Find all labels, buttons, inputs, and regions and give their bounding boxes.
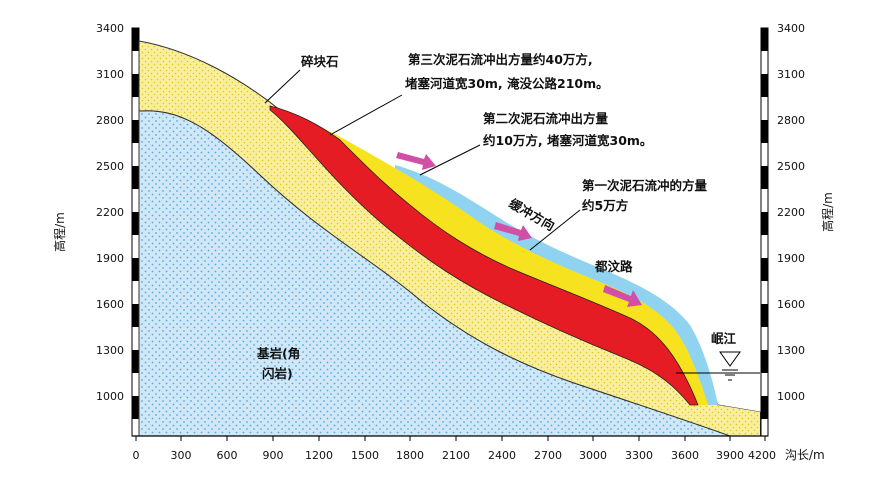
svg-text:1600: 1600 bbox=[96, 298, 124, 311]
svg-text:1600: 1600 bbox=[777, 298, 805, 311]
svg-text:2400: 2400 bbox=[488, 449, 516, 462]
svg-text:2800: 2800 bbox=[777, 114, 805, 127]
svg-text:1800: 1800 bbox=[396, 449, 424, 462]
road-label: 都汶路 bbox=[594, 259, 633, 274]
y-axis-label-left: 高程/m bbox=[52, 212, 67, 252]
svg-text:2200: 2200 bbox=[96, 206, 124, 219]
svg-text:0: 0 bbox=[133, 449, 140, 462]
svg-text:3600: 3600 bbox=[671, 449, 699, 462]
river-label: 岷江 bbox=[711, 331, 737, 346]
arrow-2 bbox=[494, 222, 532, 241]
svg-text:2500: 2500 bbox=[96, 160, 124, 173]
flow-direction-arrows bbox=[396, 152, 642, 307]
right-elevation-bar bbox=[760, 27, 769, 437]
second-flow-label-2: 约10万方, 堵塞河道宽30m。 bbox=[483, 133, 652, 148]
svg-text:600: 600 bbox=[217, 449, 238, 462]
third-debris-flow bbox=[269, 105, 699, 406]
first-flow-label-2: 约5万方 bbox=[582, 198, 628, 213]
y-ticks-right: 3400 3100 2800 2500 2200 1900 1600 1300 … bbox=[777, 22, 805, 403]
bedrock-label-2: 闪岩) bbox=[262, 366, 293, 381]
svg-text:2100: 2100 bbox=[442, 449, 470, 462]
svg-text:3100: 3100 bbox=[777, 68, 805, 81]
svg-text:3000: 3000 bbox=[579, 449, 607, 462]
svg-text:300: 300 bbox=[171, 449, 192, 462]
svg-text:3400: 3400 bbox=[777, 22, 805, 35]
svg-text:2700: 2700 bbox=[534, 449, 562, 462]
first-flow-label-1: 第一次泥石流冲的方量 bbox=[582, 178, 708, 193]
arrow-1 bbox=[396, 152, 436, 170]
bedrock-label-1: 基岩(角 bbox=[256, 346, 300, 361]
water-level-symbol bbox=[719, 351, 741, 381]
svg-text:3100: 3100 bbox=[96, 68, 124, 81]
svg-text:1000: 1000 bbox=[777, 390, 805, 403]
y-ticks-left: 3400 3100 2800 2500 2200 1900 1600 1300 … bbox=[96, 22, 124, 403]
arrow-3 bbox=[603, 285, 642, 307]
leader-lines bbox=[264, 69, 581, 251]
svg-text:4200: 4200 bbox=[748, 449, 776, 462]
svg-text:1500: 1500 bbox=[351, 449, 379, 462]
third-flow-label-1: 第三次泥石流冲出方量约40万方, bbox=[408, 52, 593, 67]
rubble-label: 碎块石 bbox=[301, 54, 339, 69]
svg-text:1300: 1300 bbox=[96, 344, 124, 357]
svg-text:3900: 3900 bbox=[716, 449, 744, 462]
left-elevation-bar bbox=[131, 27, 140, 437]
river-bed bbox=[705, 372, 760, 436]
svg-text:3300: 3300 bbox=[625, 449, 653, 462]
svg-text:3400: 3400 bbox=[96, 22, 124, 35]
svg-text:1000: 1000 bbox=[96, 390, 124, 403]
svg-text:2800: 2800 bbox=[96, 114, 124, 127]
x-axis-ticks bbox=[135, 436, 766, 441]
third-flow-label-2: 堵塞河道宽30m, 淹没公路210m。 bbox=[405, 76, 609, 91]
svg-text:900: 900 bbox=[263, 449, 284, 462]
svg-text:1900: 1900 bbox=[777, 252, 805, 265]
svg-text:1900: 1900 bbox=[96, 252, 124, 265]
x-axis-label: 沟长/m bbox=[785, 448, 825, 462]
svg-text:2500: 2500 bbox=[777, 160, 805, 173]
svg-text:2200: 2200 bbox=[777, 206, 805, 219]
second-debris-flow bbox=[290, 112, 708, 405]
x-ticks: 0 300 600 900 1200 1500 1800 2100 2400 2… bbox=[133, 449, 777, 462]
y-axis-label-right: 高程/m bbox=[820, 192, 835, 232]
svg-text:1300: 1300 bbox=[777, 344, 805, 357]
second-flow-label-1: 第二次泥石流冲出方量 bbox=[483, 111, 609, 126]
svg-text:1200: 1200 bbox=[305, 449, 333, 462]
